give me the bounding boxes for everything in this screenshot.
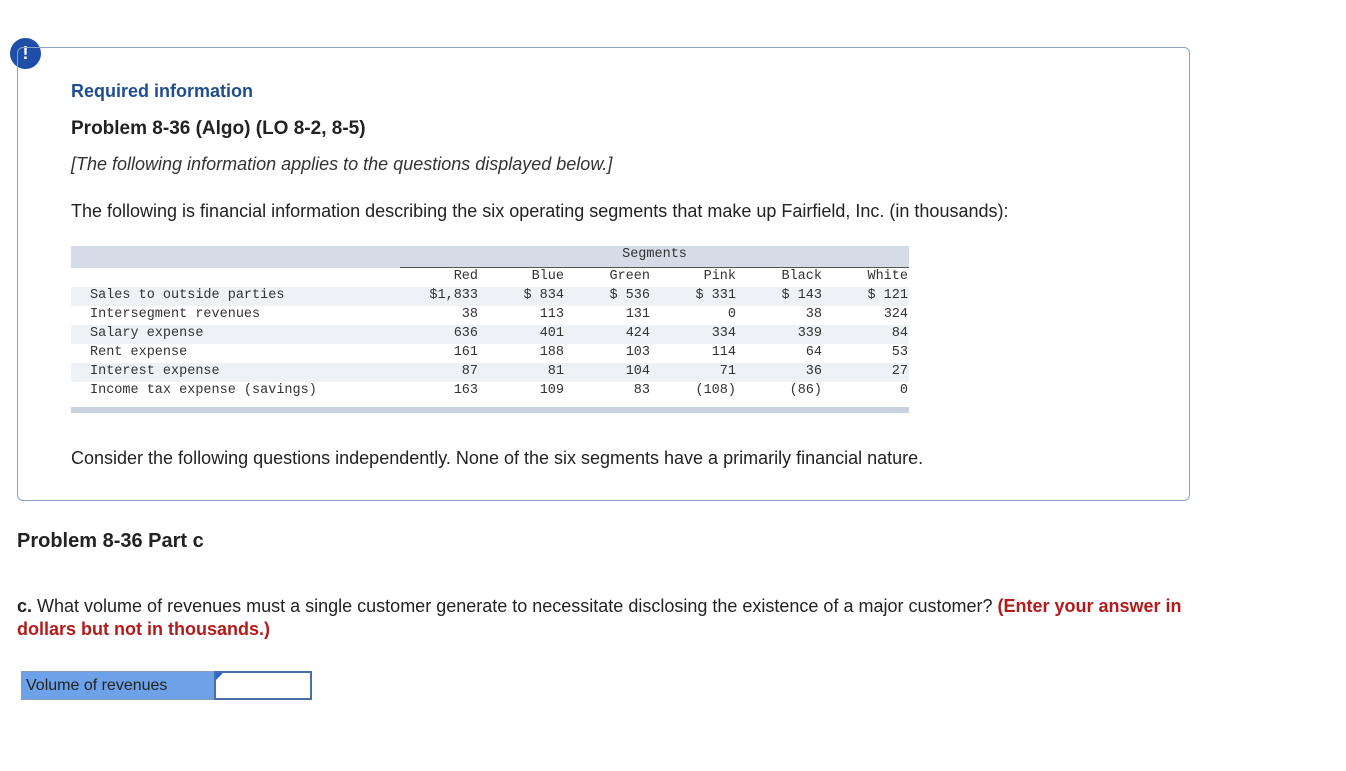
cell-black: 38 bbox=[805, 307, 822, 322]
cell-red: 38 bbox=[461, 307, 478, 322]
alert-icon: ! bbox=[10, 38, 41, 69]
cell-pink: 334 bbox=[711, 326, 736, 341]
answer-label: Volume of revenues bbox=[21, 671, 214, 700]
table-row: Sales to outside parties $1,833 $ 834 $ 536… bbox=[71, 287, 909, 306]
cell-green: 131 bbox=[625, 307, 650, 322]
table-row: Intersegment revenues 38 113 131 0 38 324 bbox=[71, 306, 909, 325]
required-information-heading: Required information bbox=[71, 81, 254, 101]
cell-white: 324 bbox=[883, 307, 908, 322]
question-body: What volume of revenues must a single cu… bbox=[32, 596, 998, 616]
cell-pink: 0 bbox=[727, 307, 736, 322]
cell-black: 64 bbox=[805, 345, 822, 360]
cell-white: 84 bbox=[891, 326, 908, 341]
answer-row: Volume of revenues bbox=[21, 671, 312, 700]
segments-table: Segments Red Blue Green Pink Black White… bbox=[71, 246, 909, 416]
table-row: Income tax expense (savings) 163 109 83 (108… bbox=[71, 382, 909, 401]
cell-red: 636 bbox=[453, 326, 478, 341]
cell-black: $ 143 bbox=[781, 288, 822, 303]
cell-pink: 114 bbox=[711, 345, 736, 360]
cell-black: (86) bbox=[789, 383, 822, 398]
cell-white: 0 bbox=[899, 383, 908, 398]
table-header-band bbox=[71, 246, 909, 268]
part-title: Problem 8-36 Part c bbox=[17, 530, 204, 552]
column-header-row: Red Blue Green Pink Black White bbox=[71, 268, 909, 287]
row-label: Income tax expense (savings) bbox=[90, 383, 317, 398]
cell-red: 161 bbox=[453, 345, 478, 360]
question-lead: c. bbox=[17, 596, 33, 616]
volume-of-revenues-input[interactable] bbox=[214, 671, 312, 700]
row-label: Salary expense bbox=[90, 326, 204, 341]
question-text: c. What volume of revenues must a single… bbox=[17, 595, 1217, 641]
problem-title: Problem 8-36 (Algo) (LO 8-2, 8-5) bbox=[71, 118, 366, 139]
intro-text: The following is financial information d… bbox=[71, 201, 1009, 221]
col-header-black: Black bbox=[781, 269, 822, 284]
cell-blue: 81 bbox=[547, 364, 564, 379]
cell-green: 424 bbox=[625, 326, 650, 341]
cell-green: $ 536 bbox=[609, 288, 650, 303]
cell-green: 104 bbox=[625, 364, 650, 379]
col-header-pink: Pink bbox=[703, 269, 736, 284]
segments-group-header: Segments bbox=[400, 247, 909, 268]
applies-note: [The following information applies to th… bbox=[71, 154, 613, 174]
table-row: Rent expense 161 188 103 114 64 53 bbox=[71, 344, 909, 363]
col-header-green: Green bbox=[609, 269, 650, 284]
cell-blue: 188 bbox=[539, 345, 564, 360]
consider-text: Consider the following questions indepen… bbox=[71, 448, 924, 468]
cell-white: 27 bbox=[891, 364, 908, 379]
cell-pink: 71 bbox=[719, 364, 736, 379]
table-row: Salary expense 636 401 424 334 339 84 bbox=[71, 325, 909, 344]
row-label: Sales to outside parties bbox=[90, 288, 285, 303]
cell-red: 87 bbox=[461, 364, 478, 379]
row-label: Intersegment revenues bbox=[90, 307, 261, 322]
question-instruction: (Enter your answer in dollars but not in… bbox=[17, 596, 1182, 639]
cell-blue: $ 834 bbox=[523, 288, 564, 303]
required-information-box: Required information Problem 8-36 (Algo)… bbox=[17, 47, 1190, 501]
cell-red: 163 bbox=[453, 383, 478, 398]
cell-blue: 401 bbox=[539, 326, 564, 341]
cell-pink: (108) bbox=[695, 383, 736, 398]
col-header-red: Red bbox=[453, 269, 478, 284]
cell-green: 103 bbox=[625, 345, 650, 360]
cell-white: 53 bbox=[891, 345, 908, 360]
cell-black: 339 bbox=[797, 326, 822, 341]
cell-red: $1,833 bbox=[429, 288, 478, 303]
col-header-white: White bbox=[867, 269, 908, 284]
cell-black: 36 bbox=[805, 364, 822, 379]
cell-green: 83 bbox=[633, 383, 650, 398]
table-row: Interest expense 87 81 104 71 36 27 bbox=[71, 363, 909, 382]
table-bottom-rule bbox=[71, 407, 909, 413]
cell-white: $ 121 bbox=[867, 288, 908, 303]
row-label: Interest expense bbox=[90, 364, 220, 379]
col-header-blue: Blue bbox=[531, 269, 564, 284]
row-label: Rent expense bbox=[90, 345, 188, 360]
cell-pink: $ 331 bbox=[695, 288, 736, 303]
cell-blue: 113 bbox=[539, 307, 564, 322]
cell-blue: 109 bbox=[539, 383, 564, 398]
